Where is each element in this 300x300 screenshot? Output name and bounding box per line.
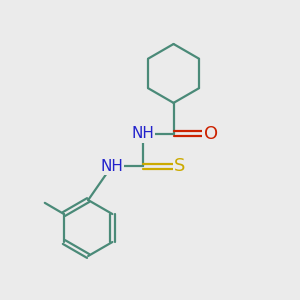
- Text: NH: NH: [131, 126, 154, 141]
- Text: S: S: [174, 157, 186, 175]
- Text: O: O: [204, 125, 218, 143]
- Text: NH: NH: [100, 159, 123, 174]
